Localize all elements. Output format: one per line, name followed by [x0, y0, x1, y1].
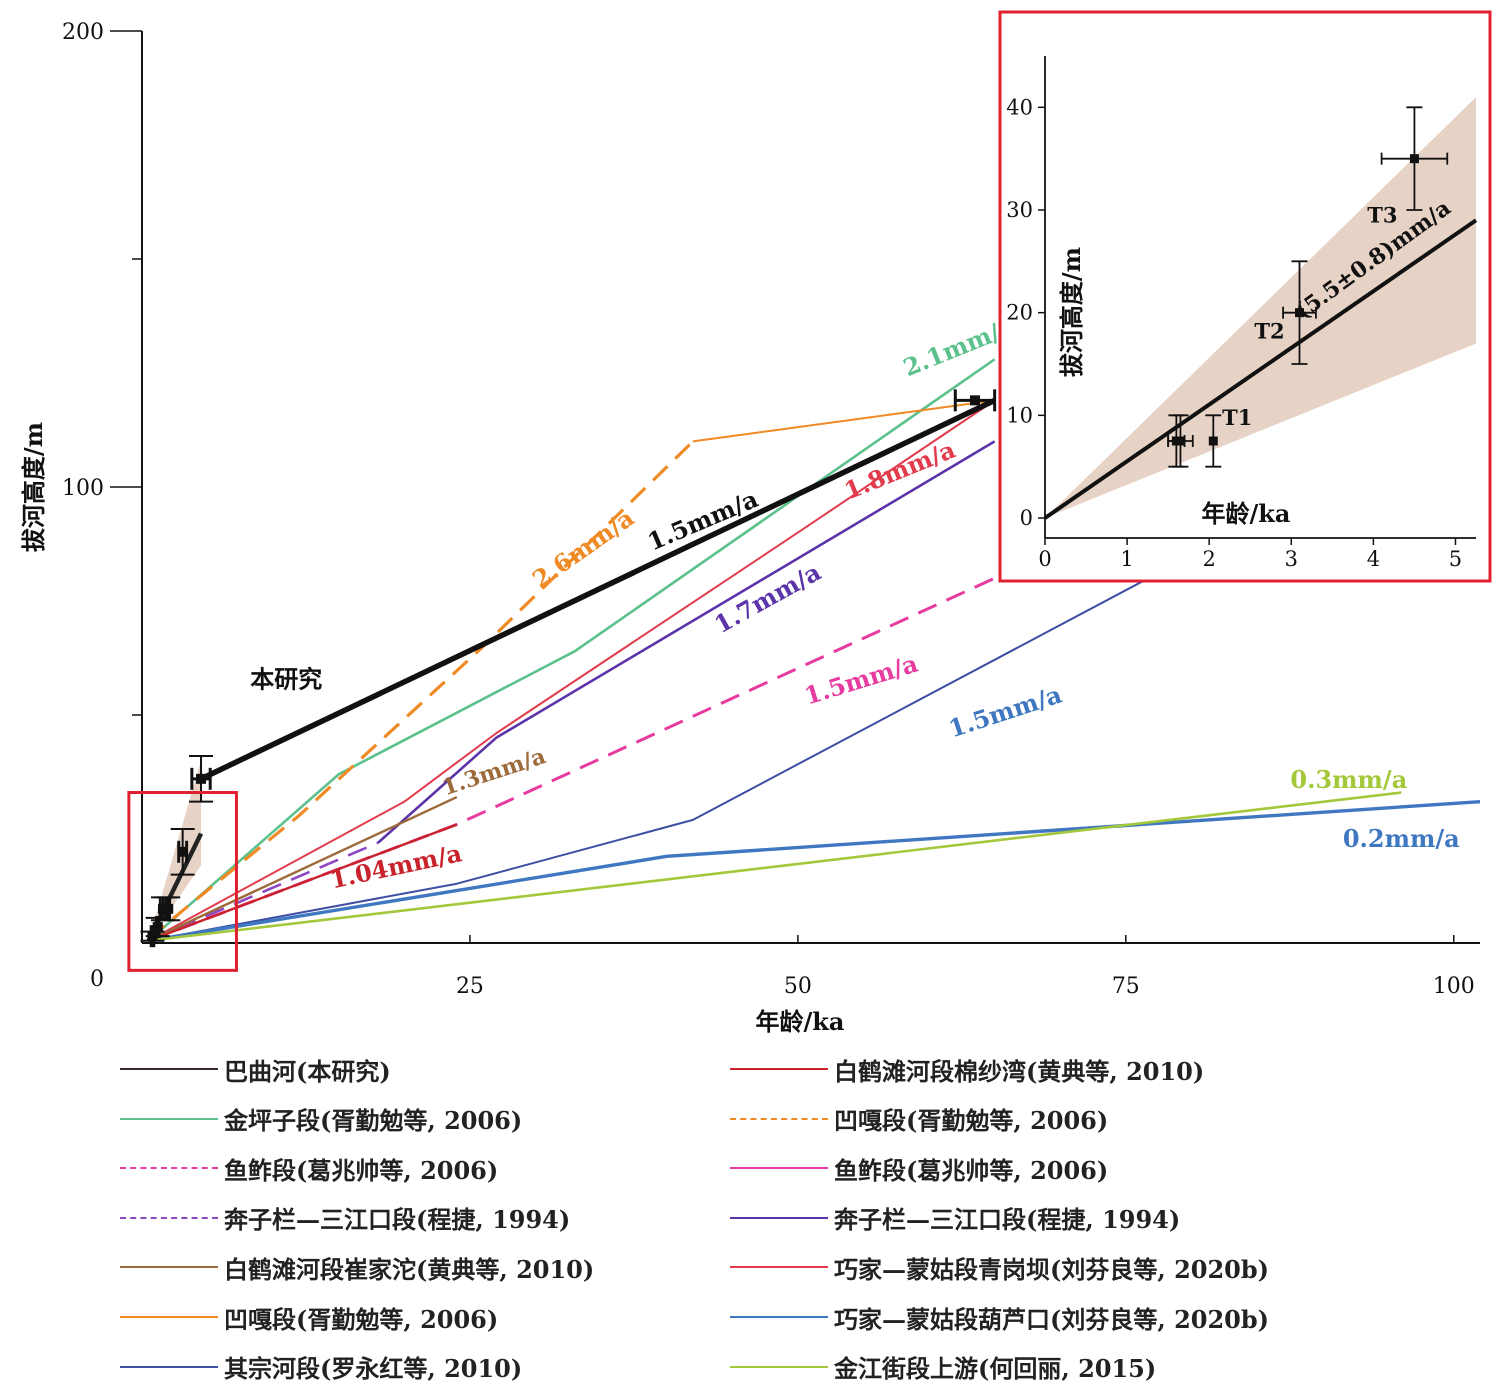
rate-annotation: 1.5mm/a [945, 680, 1065, 744]
inset-y-tick-label: 10 [1006, 403, 1033, 427]
point-marker [163, 903, 174, 914]
inset-x-axis-label: 年龄/ka [1202, 499, 1291, 528]
terrace-label: T3 [1367, 203, 1397, 228]
series-line-baquhe [199, 397, 996, 782]
inset-x-tick-label: 2 [1203, 547, 1216, 571]
inset-x-tick-label: 0 [1038, 547, 1051, 571]
series-line-baoga_dash [147, 440, 695, 940]
y-tick-label: 200 [62, 20, 104, 45]
rate-annotation: 本研究 [250, 665, 322, 694]
inset-x-tick-label: 5 [1449, 547, 1462, 571]
series-line-benzilan_dash [148, 841, 379, 942]
inset-y-tick-label: 0 [1020, 506, 1033, 530]
series-line-huangdian_mianshawan [148, 399, 996, 942]
inset-data-point-1 [1282, 260, 1317, 365]
data-point-5 [140, 925, 165, 948]
rate-annotation: 1.7mm/a [709, 557, 825, 639]
data-point-0 [189, 755, 214, 803]
inset-y-axis-label: 拔河高度/m [1057, 247, 1086, 377]
terrace-label: T1 [1222, 405, 1252, 430]
inset-uncertainty-band [1045, 97, 1476, 519]
x-tick-label: 100 [1433, 974, 1475, 999]
inset-y-tick-label: 30 [1006, 198, 1033, 222]
series-line-benzilan_solid [377, 440, 996, 844]
data-point-4 [145, 916, 170, 939]
inset-x-tick-label: 3 [1285, 547, 1298, 571]
inset-data-point-4 [1167, 414, 1186, 468]
series-line-qizonghe [148, 554, 1192, 942]
x-tick-label: 25 [456, 974, 484, 999]
y-tick-label: 100 [62, 476, 104, 501]
rate-annotation: 0.3mm/a [1290, 765, 1407, 794]
series-line-cuijiatuo [148, 795, 458, 942]
series-line-jinjiangjie [148, 791, 1402, 943]
point-marker [1171, 436, 1181, 446]
origin-label: 0 [90, 967, 104, 992]
rate-annotation: 1.3mm/a [439, 743, 549, 801]
data-point-1 [170, 828, 195, 876]
point-marker [157, 903, 168, 914]
point-marker [1409, 154, 1419, 164]
series-line-jinpingzi [147, 358, 996, 942]
rate-annotation: 0.2mm/a [1343, 824, 1460, 853]
series-line-huangdian_104 [148, 823, 458, 942]
data-point-6 [953, 389, 997, 412]
inset-y-tick-label: 40 [1006, 95, 1033, 119]
y-axis-label: 拔河高度/m [19, 422, 48, 552]
series-line-baoga_solid [692, 399, 995, 443]
inset-x-tick-label: 4 [1367, 547, 1380, 571]
series-line-hulukou [148, 799, 1481, 943]
inset-data-point-2 [1205, 414, 1222, 468]
point-marker [969, 395, 980, 406]
point-marker [1208, 436, 1218, 446]
inset-x-tick-label: 1 [1120, 547, 1133, 571]
inset-y-tick-label: 20 [1006, 301, 1033, 325]
point-marker [177, 846, 188, 857]
point-marker [152, 922, 163, 933]
x-tick-label: 75 [1112, 974, 1140, 999]
inset-fit-line [1043, 218, 1478, 520]
point-marker [196, 773, 207, 784]
zoom-region-frame [127, 791, 238, 972]
uncertainty-band [148, 760, 202, 941]
x-axis-label: 年龄/ka [756, 1007, 845, 1036]
terrace-label: T2 [1254, 319, 1284, 344]
inset-data-point-0 [1380, 106, 1449, 211]
point-marker [147, 931, 158, 942]
x-tick-label: 50 [784, 974, 812, 999]
point-marker [1294, 308, 1304, 318]
